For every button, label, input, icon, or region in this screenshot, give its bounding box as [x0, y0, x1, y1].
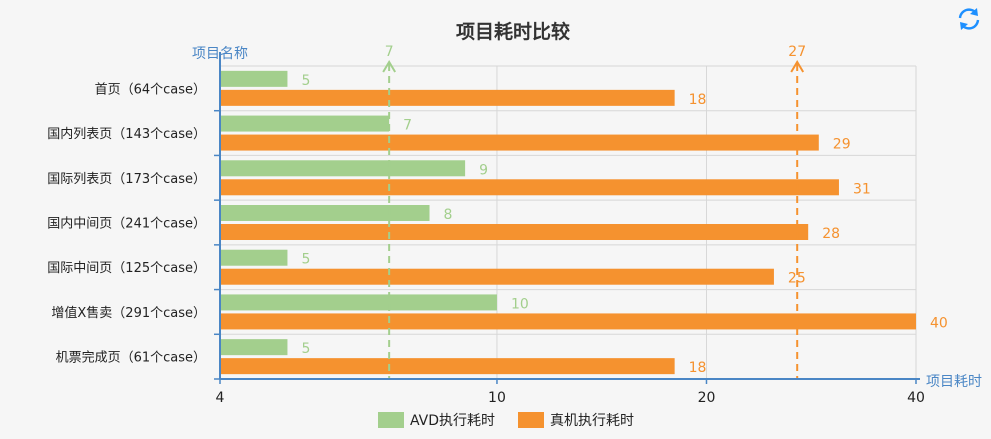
- bar-avd: [220, 160, 466, 177]
- value-label-avd: 5: [301, 73, 310, 89]
- value-label-device: 25: [788, 271, 806, 287]
- refresh-icon[interactable]: [955, 6, 983, 32]
- value-label-device: 28: [822, 226, 840, 242]
- value-label-avd: 9: [479, 162, 488, 178]
- bar-device: [220, 134, 819, 151]
- category-label: 国内列表页（143个case）: [47, 126, 206, 142]
- value-label-avd: 7: [403, 118, 412, 134]
- bar-device: [220, 358, 675, 375]
- plot-background: [220, 66, 916, 379]
- value-label-device: 18: [689, 360, 707, 376]
- legend[interactable]: AVD执行耗时 真机执行耗时: [378, 412, 634, 429]
- value-label-device: 29: [833, 137, 851, 153]
- bar-avd: [220, 115, 390, 132]
- category-label: 首页（64个case）: [95, 82, 206, 97]
- category-label: 国际列表页（173个case）: [47, 172, 206, 187]
- bar-avd: [220, 205, 430, 221]
- legend-label-device: 真机执行耗时: [550, 413, 634, 429]
- bar-avd: [220, 70, 288, 87]
- x-axis-label: 项目耗时: [926, 374, 982, 390]
- category-label: 增值X售卖（291个case）: [51, 305, 206, 321]
- value-label-avd: 5: [301, 252, 310, 268]
- value-label-avd: 8: [444, 207, 453, 223]
- reference-arrow: [382, 60, 397, 73]
- reference-label: 27: [788, 44, 806, 60]
- value-label-avd: 10: [511, 296, 529, 312]
- reference-label: 7: [385, 44, 394, 60]
- bar-avd: [220, 249, 288, 266]
- bar-device: [220, 268, 774, 285]
- x-tick-label: 10: [488, 390, 506, 406]
- value-label-device: 40: [930, 315, 948, 331]
- x-tick-label: 20: [698, 390, 716, 406]
- bar-device: [220, 89, 675, 106]
- chart-title: 项目耗时比较: [456, 20, 570, 43]
- bar-avd: [220, 294, 497, 311]
- reference-arrow: [790, 60, 805, 73]
- bar-device: [220, 313, 916, 330]
- category-label: 机票完成页（61个case）: [56, 351, 206, 366]
- category-label: 国际中间页（125个case）: [47, 261, 206, 276]
- bar-avd: [220, 339, 288, 356]
- legend-swatch-avd: [378, 412, 404, 428]
- value-label-avd: 5: [301, 341, 310, 357]
- x-tick-label: 40: [907, 390, 925, 406]
- bar-device: [220, 224, 809, 240]
- bar-device: [220, 179, 839, 196]
- plot-area: 首页（64个case） 5 18 国内列表页（143个case） 7 29 国际列表页（17…: [47, 44, 948, 406]
- x-tick-label: 4: [216, 390, 225, 406]
- value-label-device: 18: [689, 92, 707, 108]
- value-label-device: 31: [853, 181, 871, 197]
- legend-label-avd: AVD执行耗时: [410, 413, 495, 429]
- legend-swatch-device: [518, 412, 544, 428]
- category-label: 国内中间页（241个case）: [47, 216, 206, 232]
